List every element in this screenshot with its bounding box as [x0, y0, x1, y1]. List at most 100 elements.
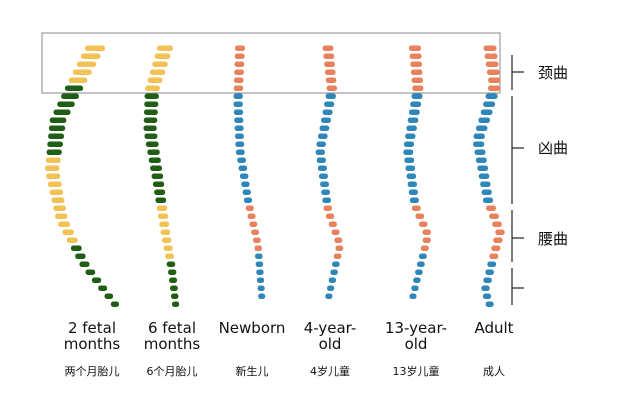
vertebra: [249, 221, 258, 227]
vertebra: [233, 101, 243, 107]
stage-label: 13-year-: [385, 319, 447, 337]
vertebra: [45, 157, 61, 163]
vertebra: [85, 45, 105, 51]
vertebra: [245, 205, 254, 211]
vertebra: [45, 165, 60, 171]
vertebra: [489, 213, 499, 219]
vertebra: [482, 197, 494, 203]
vertebra: [150, 165, 163, 171]
vertebra: [46, 173, 61, 179]
vertebra: [76, 61, 97, 67]
vertebra: [144, 109, 158, 115]
vertebra: [53, 205, 66, 211]
vertebra: [411, 93, 423, 99]
curve-label: 腰曲: [538, 230, 568, 248]
vertebra: [316, 157, 326, 163]
vertebra: [404, 157, 415, 163]
vertebra: [234, 61, 245, 67]
vertebra: [325, 293, 333, 299]
vertebra: [238, 165, 248, 171]
vertebra: [335, 245, 344, 251]
vertebra: [255, 261, 264, 267]
vertebra: [85, 269, 96, 275]
brackets: [511, 55, 524, 305]
vertebra: [487, 85, 501, 91]
vertebra: [495, 229, 505, 235]
vertebra: [234, 69, 244, 75]
vertebra: [486, 205, 496, 211]
vertebra: [257, 285, 265, 291]
vertebra: [147, 149, 160, 155]
vertebra: [409, 53, 422, 59]
vertebra: [315, 149, 325, 155]
vertebra: [144, 93, 159, 99]
vertebra: [233, 109, 244, 115]
vertebra: [234, 125, 244, 131]
vertebra: [79, 261, 90, 267]
stage-label: Newborn: [219, 319, 286, 337]
vertebra: [327, 285, 335, 291]
stage-label-cn: 新生儿: [236, 364, 269, 378]
vertebra: [488, 77, 501, 83]
vertebra: [64, 85, 84, 91]
vertebra: [411, 77, 423, 83]
vertebra: [325, 213, 335, 219]
vertebra: [410, 101, 422, 107]
vertebra: [410, 69, 423, 75]
vertebra: [420, 245, 429, 251]
vertebra: [484, 53, 498, 59]
vertebra: [493, 237, 503, 243]
vertebra: [480, 109, 493, 115]
vertebra: [407, 117, 419, 123]
vertebra: [317, 165, 327, 171]
stage-label: months: [64, 335, 121, 353]
vertebra: [144, 133, 158, 139]
stage-label: months: [144, 335, 201, 353]
vertebra: [70, 245, 82, 251]
vertebra: [152, 181, 165, 187]
vertebra: [91, 277, 102, 283]
vertebra: [415, 269, 423, 275]
vertebra: [474, 149, 486, 155]
vertebra: [155, 197, 167, 203]
vertebra: [481, 285, 490, 291]
vertebra: [235, 149, 245, 155]
vertebra: [328, 221, 337, 227]
vertebra: [473, 141, 485, 147]
vertebra: [318, 173, 328, 179]
vertebra: [411, 205, 421, 211]
stage-label-cn: 6个月胎儿: [147, 364, 198, 378]
vertebra: [422, 229, 431, 235]
vertebra: [239, 173, 249, 179]
vertebra: [145, 85, 160, 91]
vertebra: [418, 253, 427, 259]
vertebra: [57, 101, 75, 107]
vertebra: [251, 229, 260, 235]
vertebra: [66, 237, 78, 243]
vertebra: [48, 125, 66, 131]
vertebra: [68, 77, 88, 83]
vertebra: [328, 277, 337, 283]
spines: [45, 45, 505, 307]
vertebra: [143, 117, 158, 123]
vertebra: [72, 69, 92, 75]
stage-label-cn: 两个月胎儿: [65, 364, 120, 378]
vertebra: [322, 109, 333, 115]
vertebra: [254, 245, 263, 251]
vertebra: [49, 117, 67, 123]
vertebra: [483, 45, 497, 51]
vertebra: [422, 237, 431, 243]
vertebra: [253, 237, 261, 243]
stage-label: Adult: [474, 319, 513, 337]
vertebra: [152, 61, 168, 67]
vertebra: [147, 77, 163, 83]
vertebra: [144, 101, 159, 107]
vertebra: [409, 45, 421, 51]
vertebra: [317, 133, 328, 139]
curve-label: 颈曲: [538, 64, 568, 82]
vertebra: [234, 117, 244, 123]
vertebra: [143, 125, 157, 131]
vertebra: [151, 173, 164, 179]
vertebra: [75, 253, 86, 259]
